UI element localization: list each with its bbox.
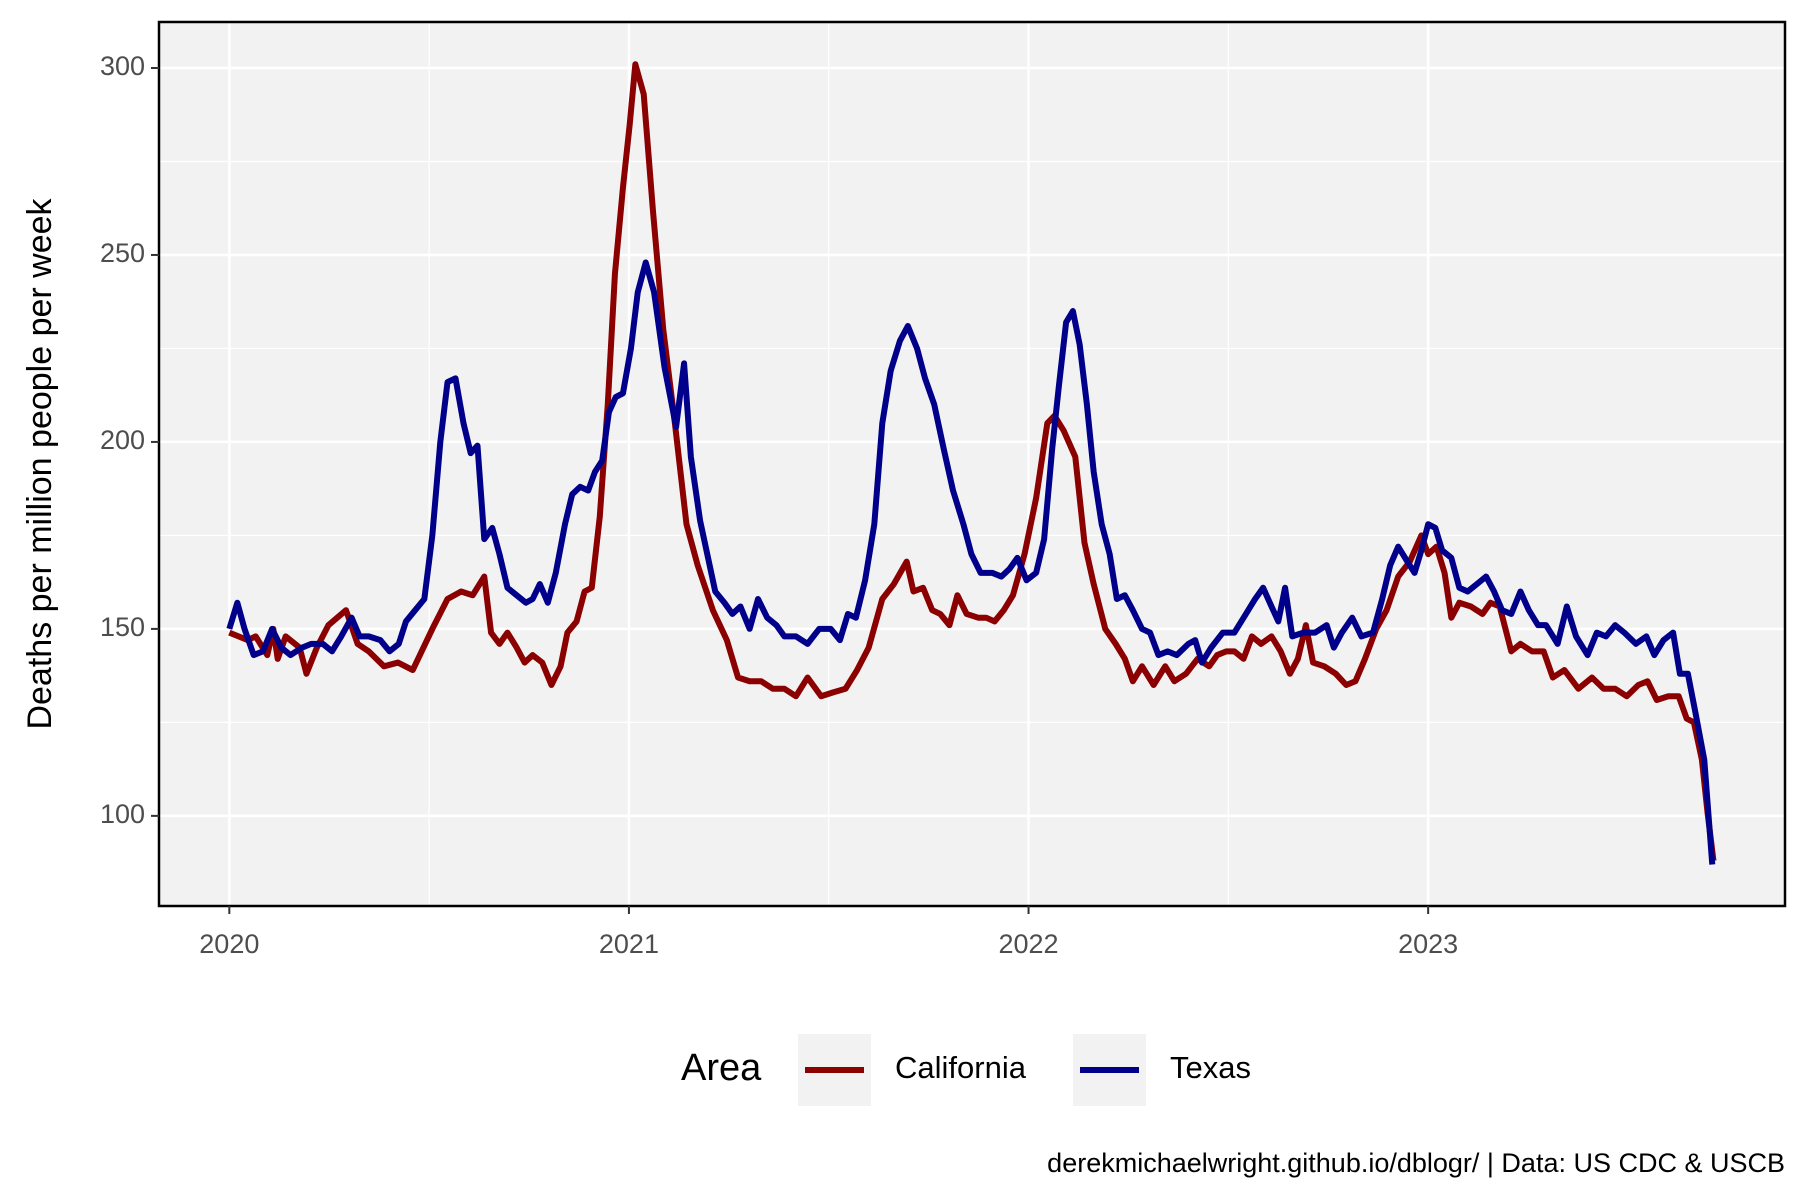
axes: 100 150 200 250 300 2020 2021 2022 2023 [100, 51, 1458, 959]
x-tick-label: 2023 [1398, 929, 1458, 959]
y-tick-label: 250 [100, 238, 145, 268]
plot-panel [159, 22, 1785, 906]
x-tick-label: 2021 [599, 929, 659, 959]
x-tick-label: 2020 [199, 929, 259, 959]
legend-title: Area [681, 1047, 762, 1089]
panel-border [157, 20, 1787, 908]
series-line [226, 259, 1716, 865]
y-tick-label: 100 [100, 799, 145, 829]
legend-label: Texas [1170, 1050, 1251, 1085]
lines [226, 61, 1717, 865]
caption: derekmichaelwright.github.io/dblogr/ | D… [1047, 1148, 1785, 1178]
y-tick-label: 200 [100, 425, 145, 455]
y-tick-label: 150 [100, 612, 145, 642]
legend-label: California [895, 1050, 1027, 1085]
y-tick-label: 300 [100, 51, 145, 81]
grid [159, 22, 1785, 906]
y-axis-title: Deaths per million people per week [21, 197, 59, 729]
x-tick-label: 2022 [999, 929, 1059, 959]
series-line [228, 61, 1717, 862]
legend: Area California Texas [681, 1034, 1251, 1106]
